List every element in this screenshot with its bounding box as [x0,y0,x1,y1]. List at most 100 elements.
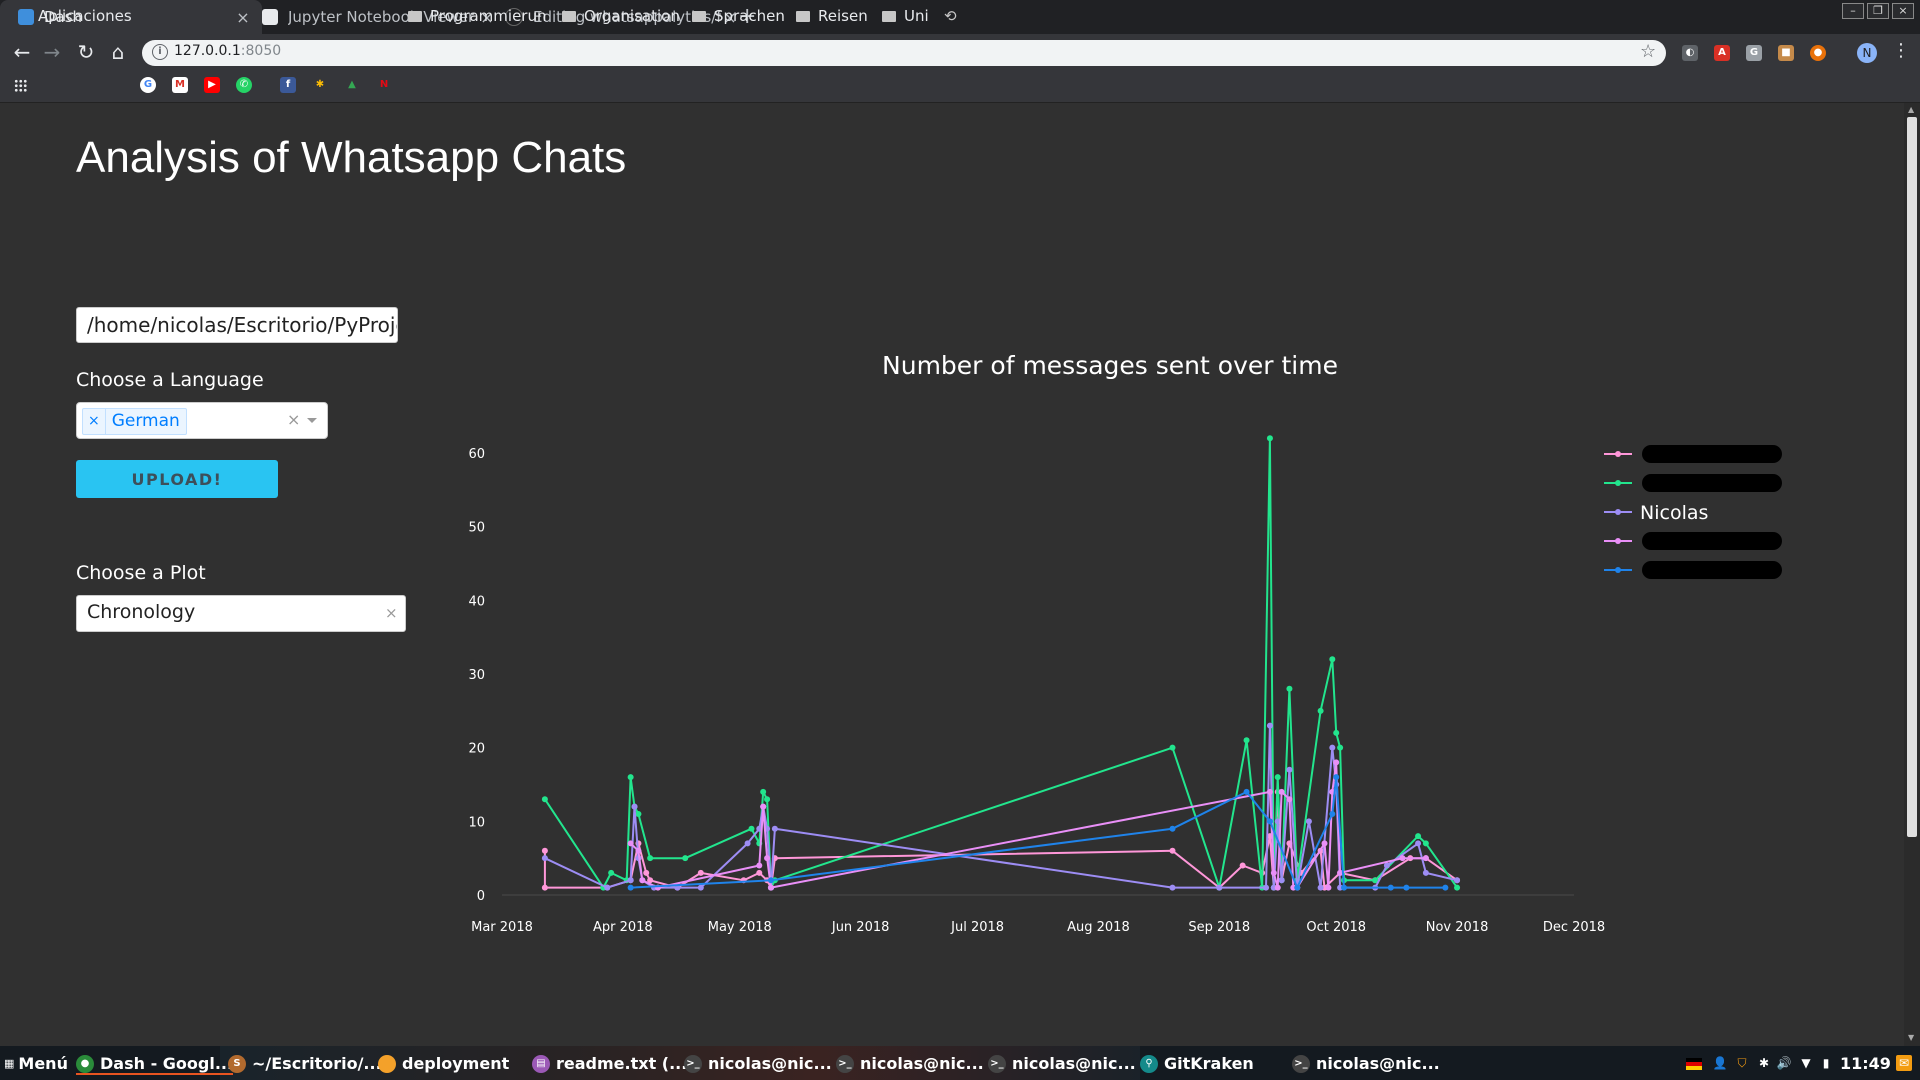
whatsapp-icon[interactable]: ✆ [236,77,252,93]
data-point[interactable] [760,788,767,795]
data-point[interactable] [1333,729,1340,736]
data-point[interactable] [541,796,548,803]
url-text[interactable]: 127.0.0.1:8050 [174,43,281,59]
reload-icon[interactable]: ↻ [77,40,95,64]
data-point[interactable] [697,884,704,891]
data-point[interactable] [1333,759,1340,766]
tab-dash[interactable]: Dash × [0,0,262,34]
data-point[interactable] [760,803,767,810]
data-point[interactable] [1403,884,1410,891]
extension-icon[interactable]: ■ [1778,45,1794,61]
data-point[interactable] [608,869,615,876]
data-point[interactable] [541,847,548,854]
legend-item[interactable] [1604,532,1782,550]
chart-series[interactable] [541,435,1461,891]
series-line[interactable] [544,437,1458,889]
google-icon[interactable]: G [140,77,156,93]
bookmark-folder[interactable]: Sprachen [692,7,785,25]
back-arrow-icon[interactable]: ← [13,40,31,64]
tab-github[interactable]: Editing whatsappalytics/f × [487,0,749,34]
scroll-down-icon[interactable]: ▼ [1908,1033,1915,1042]
data-point[interactable] [643,869,650,876]
data-point[interactable] [1341,884,1348,891]
legend-item[interactable] [1604,561,1782,579]
data-point[interactable] [764,796,771,803]
close-window-icon[interactable]: × [1892,3,1914,19]
page-scrollbar[interactable]: ▲ ▼ [1904,103,1920,1046]
data-point[interactable] [1263,884,1270,891]
profile-avatar[interactable]: N [1857,43,1877,63]
data-point[interactable] [1216,884,1223,891]
extension-icon[interactable]: ● [1810,45,1826,61]
forward-arrow-icon[interactable]: → [43,40,61,64]
data-point[interactable] [1337,744,1344,751]
data-point[interactable] [767,884,774,891]
address-bar[interactable] [142,40,1666,66]
data-point[interactable] [1270,869,1277,876]
data-point[interactable] [1274,774,1281,781]
data-point[interactable] [1372,877,1379,884]
data-point[interactable] [1239,862,1246,869]
data-point[interactable] [1266,818,1273,825]
close-icon[interactable]: × [236,7,250,27]
youtube-icon[interactable]: ▶ [204,77,220,93]
data-point[interactable] [1387,884,1394,891]
keyboard-layout-icon[interactable] [1686,1058,1702,1070]
data-point[interactable] [1325,884,1332,891]
scroll-up-icon[interactable]: ▲ [1908,105,1915,114]
data-point[interactable] [1454,877,1461,884]
new-tab-button[interactable]: + [738,4,757,29]
data-point[interactable] [1286,685,1293,692]
data-point[interactable] [635,810,642,817]
taskbar-app[interactable]: deployment [378,1054,509,1073]
info-icon[interactable]: i [152,44,168,60]
data-point[interactable] [1274,818,1281,825]
data-point[interactable] [1415,840,1422,847]
data-point[interactable] [697,869,704,876]
data-point[interactable] [627,774,634,781]
wifi-icon[interactable]: ▼ [1801,1056,1811,1070]
data-point[interactable] [604,884,611,891]
user-icon[interactable]: 👤 [1712,1056,1728,1070]
data-point[interactable] [767,877,774,884]
data-point[interactable] [1278,877,1285,884]
bookmark-folder[interactable]: Uni [882,7,929,25]
taskbar-app[interactable]: >_ nicolas@nic... [836,1054,984,1073]
extension-icon[interactable]: ◐ [1682,45,1698,61]
menu-kebab-icon[interactable]: ⋮ [1892,40,1910,61]
data-point[interactable] [1454,884,1461,891]
remove-chip-icon[interactable]: × [83,409,106,434]
restore-icon[interactable]: ❐ [1867,3,1889,19]
bookmark-star-icon[interactable]: ☆ [1640,41,1657,62]
data-point[interactable] [627,884,634,891]
start-menu-button[interactable]: ▦ Menú [4,1054,68,1073]
legend-item[interactable] [1604,445,1782,463]
chevron-down-icon[interactable] [307,418,317,423]
data-point[interactable] [1329,656,1336,663]
data-point[interactable] [1266,722,1273,729]
data-point[interactable] [744,840,751,847]
data-point[interactable] [1243,788,1250,795]
data-point[interactable] [1294,884,1301,891]
data-point[interactable] [1317,707,1324,714]
data-point[interactable] [635,847,642,854]
clear-icon[interactable]: × [385,604,398,622]
data-point[interactable] [1321,840,1328,847]
bookmark-folder[interactable]: Organisation [562,7,680,25]
volume-icon[interactable]: 🔊 [1776,1056,1792,1070]
bookmark-folder[interactable]: Programmierun [408,7,546,25]
data-point[interactable] [756,869,763,876]
close-icon[interactable]: × [480,7,494,27]
data-point[interactable] [1278,788,1285,795]
clear-icon[interactable]: × [287,410,301,429]
data-point[interactable] [639,877,646,884]
data-point[interactable] [1329,810,1336,817]
data-point[interactable] [1266,788,1273,795]
close-icon[interactable]: × [723,7,737,27]
shield-icon[interactable]: ⛉ [1737,1056,1747,1070]
plot-dropdown[interactable]: Chronology × [76,595,406,632]
facebook-icon[interactable]: f [280,77,296,93]
legend-item[interactable]: Nicolas [1604,502,1708,524]
taskbar-app[interactable]: ▤ readme.txt (... [532,1054,687,1073]
grammar-extension-icon[interactable]: G [1746,45,1762,61]
